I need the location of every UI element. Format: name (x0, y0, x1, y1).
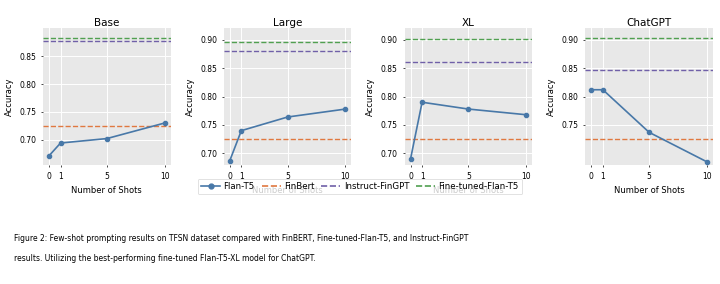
X-axis label: Number of Shots: Number of Shots (613, 186, 685, 195)
Y-axis label: Accuracy: Accuracy (186, 77, 194, 116)
Title: ChatGPT: ChatGPT (626, 18, 672, 28)
Y-axis label: Accuracy: Accuracy (5, 77, 14, 116)
Text: Figure 2: Few-shot prompting results on TFSN dataset compared with FinBERT, Fine: Figure 2: Few-shot prompting results on … (14, 234, 469, 243)
X-axis label: Number of Shots: Number of Shots (252, 186, 323, 195)
Title: Large: Large (273, 18, 302, 28)
Text: results. Utilizing the best-performing fine-tuned Flan-T5-XL model for ChatGPT.: results. Utilizing the best-performing f… (14, 254, 316, 263)
Legend: Flan-T5, FinBert, Instruct-FinGPT, Fine-tuned-Flan-T5: Flan-T5, FinBert, Instruct-FinGPT, Fine-… (197, 179, 523, 195)
X-axis label: Number of Shots: Number of Shots (71, 186, 143, 195)
Title: Base: Base (94, 18, 120, 28)
X-axis label: Number of Shots: Number of Shots (433, 186, 504, 195)
Y-axis label: Accuracy: Accuracy (547, 77, 556, 116)
Title: XL: XL (462, 18, 474, 28)
Y-axis label: Accuracy: Accuracy (366, 77, 375, 116)
